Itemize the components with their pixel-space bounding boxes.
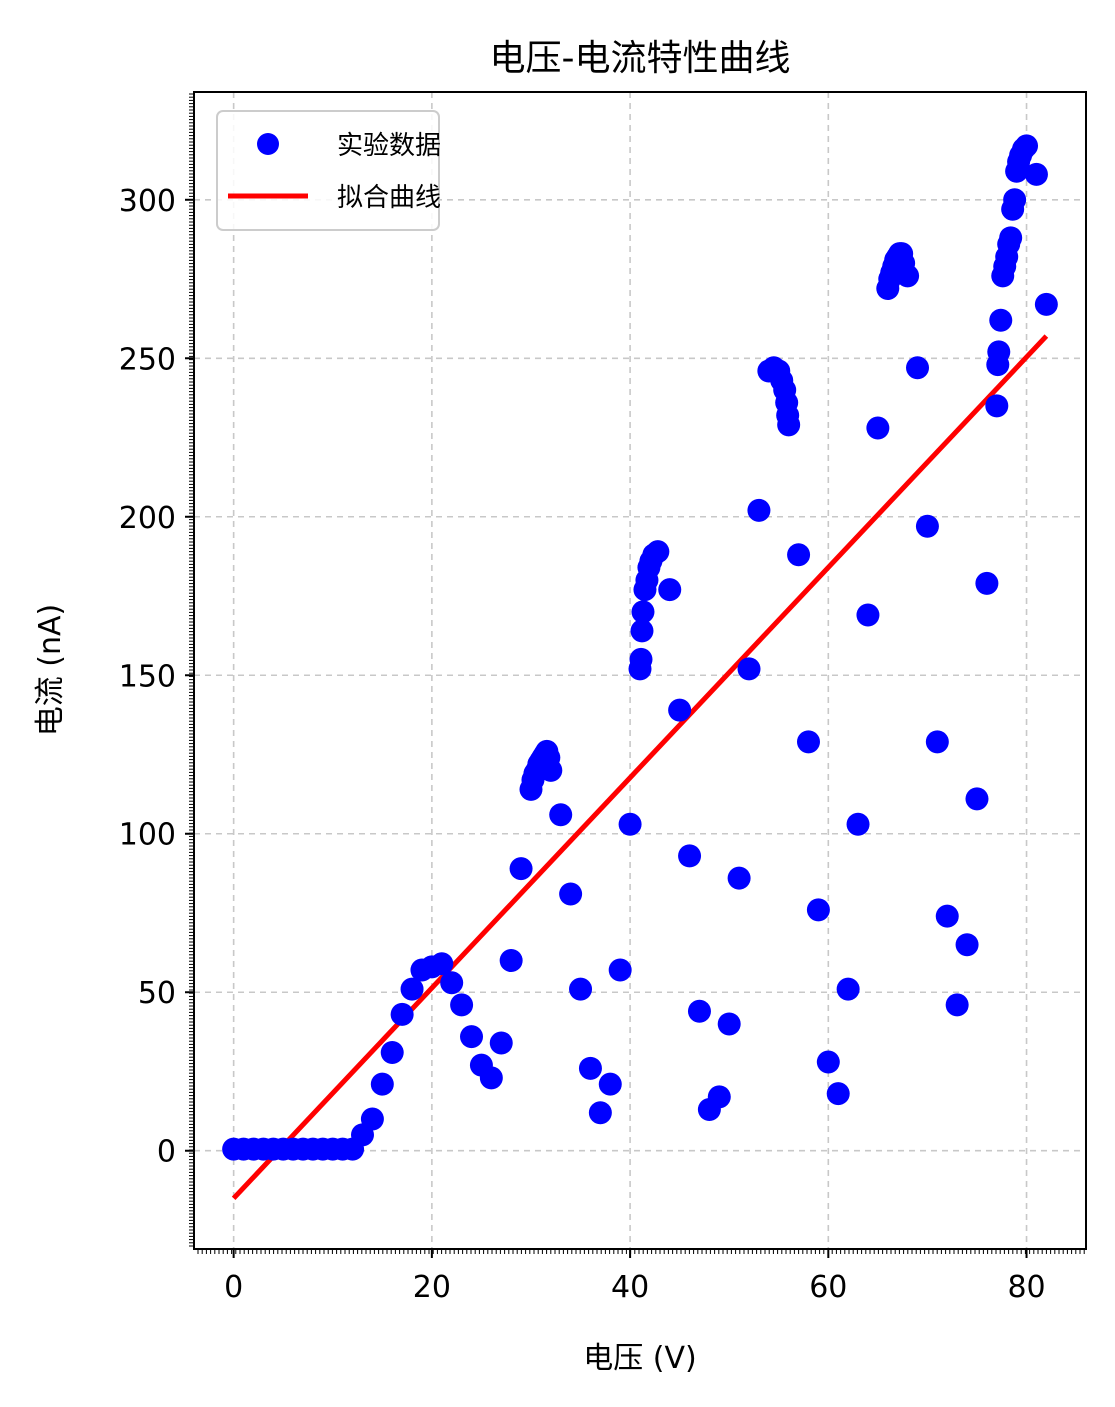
data-point-101 [955, 933, 979, 957]
fit-line-layer [231, 334, 1049, 1200]
data-point-103 [975, 571, 999, 595]
data-point-58 [646, 540, 670, 564]
data-point-106 [987, 340, 1011, 364]
data-point-61 [678, 844, 702, 868]
data-point-67 [737, 657, 761, 681]
x-axis-label: 电压 (V) [583, 1341, 696, 1376]
data-point-102 [965, 787, 989, 811]
data-point-79 [806, 898, 830, 922]
data-point-48 [618, 812, 642, 836]
data-point-22 [440, 971, 464, 995]
data-point-24 [460, 1025, 484, 1049]
fit-line [231, 334, 1049, 1200]
data-point-84 [856, 603, 880, 627]
data-point-21 [430, 952, 454, 976]
legend-label-scatter: 实验数据 [337, 131, 441, 161]
data-point-41 [549, 803, 573, 827]
y-tick-label-1: 50 [138, 976, 176, 1011]
legend-label-line: 拟合曲线 [337, 183, 441, 213]
data-point-68 [747, 498, 771, 522]
data-point-81 [826, 1082, 850, 1106]
data-point-46 [598, 1072, 622, 1096]
data-point-83 [846, 812, 870, 836]
grid [194, 92, 1086, 1249]
y-tick-label-2: 100 [119, 818, 176, 853]
data-point-98 [925, 730, 949, 754]
data-point-99 [935, 904, 959, 928]
data-point-64 [707, 1085, 731, 1109]
x-tick-label-3: 60 [809, 1270, 847, 1305]
data-point-44 [578, 1056, 602, 1080]
data-point-107 [989, 308, 1013, 332]
data-point-15 [370, 1072, 394, 1096]
data-point-121 [1034, 292, 1058, 316]
y-axis-label: 电流 (nA) [33, 604, 68, 736]
y-axis-ticks: 0 50 100 150 200 250 300 [119, 184, 194, 1170]
x-axis-ticks: 0 20 40 60 80 [224, 1249, 1046, 1305]
data-point-77 [787, 543, 811, 567]
chart-title: 电压-电流特性曲线 [490, 38, 791, 79]
data-point-43 [569, 977, 593, 1001]
x-tick-label-4: 80 [1007, 1270, 1045, 1305]
data-point-82 [836, 977, 860, 1001]
data-point-97 [915, 514, 939, 538]
legend: 实验数据 拟合曲线 [216, 110, 441, 231]
data-point-51 [630, 619, 654, 643]
data-point-78 [796, 730, 820, 754]
data-point-60 [668, 698, 692, 722]
minor-ticks [189, 93, 1085, 1254]
x-tick-label-0: 0 [224, 1270, 243, 1305]
data-point-119 [1015, 134, 1039, 158]
y-tick-label-6: 300 [119, 184, 176, 219]
data-point-62 [687, 999, 711, 1023]
data-point-104 [985, 394, 1009, 418]
data-point-16 [380, 1040, 404, 1064]
data-point-29 [509, 857, 533, 881]
x-tick-label-1: 20 [413, 1270, 451, 1305]
y-tick-label-0: 0 [157, 1135, 176, 1170]
data-point-27 [489, 1031, 513, 1055]
data-point-66 [727, 866, 751, 890]
data-point-45 [588, 1101, 612, 1125]
y-tick-label-5: 250 [119, 342, 176, 377]
y-tick-label-4: 200 [119, 501, 176, 536]
data-point-95 [896, 264, 920, 288]
data-point-28 [499, 949, 523, 973]
data-point-76 [777, 413, 801, 437]
data-point-42 [559, 882, 583, 906]
data-point-85 [866, 416, 890, 440]
data-point-52 [631, 600, 655, 624]
data-point-47 [608, 958, 632, 982]
data-point-50 [629, 647, 653, 671]
data-point-100 [945, 993, 969, 1017]
legend-marker-scatter [257, 133, 279, 155]
x-tick-label-2: 40 [611, 1270, 649, 1305]
data-point-96 [906, 356, 930, 380]
data-point-18 [400, 977, 424, 1001]
data-point-17 [390, 1002, 414, 1026]
data-point-40 [539, 758, 563, 782]
data-point-59 [658, 578, 682, 602]
data-point-26 [479, 1066, 503, 1090]
data-point-80 [816, 1050, 840, 1074]
data-point-112 [999, 226, 1023, 250]
data-point-14 [360, 1107, 384, 1131]
data-point-23 [450, 993, 474, 1017]
data-points [222, 134, 1058, 1161]
data-point-65 [717, 1012, 741, 1036]
y-tick-label-3: 150 [119, 659, 176, 694]
data-point-120 [1024, 162, 1048, 186]
data-point-114 [1003, 188, 1027, 212]
